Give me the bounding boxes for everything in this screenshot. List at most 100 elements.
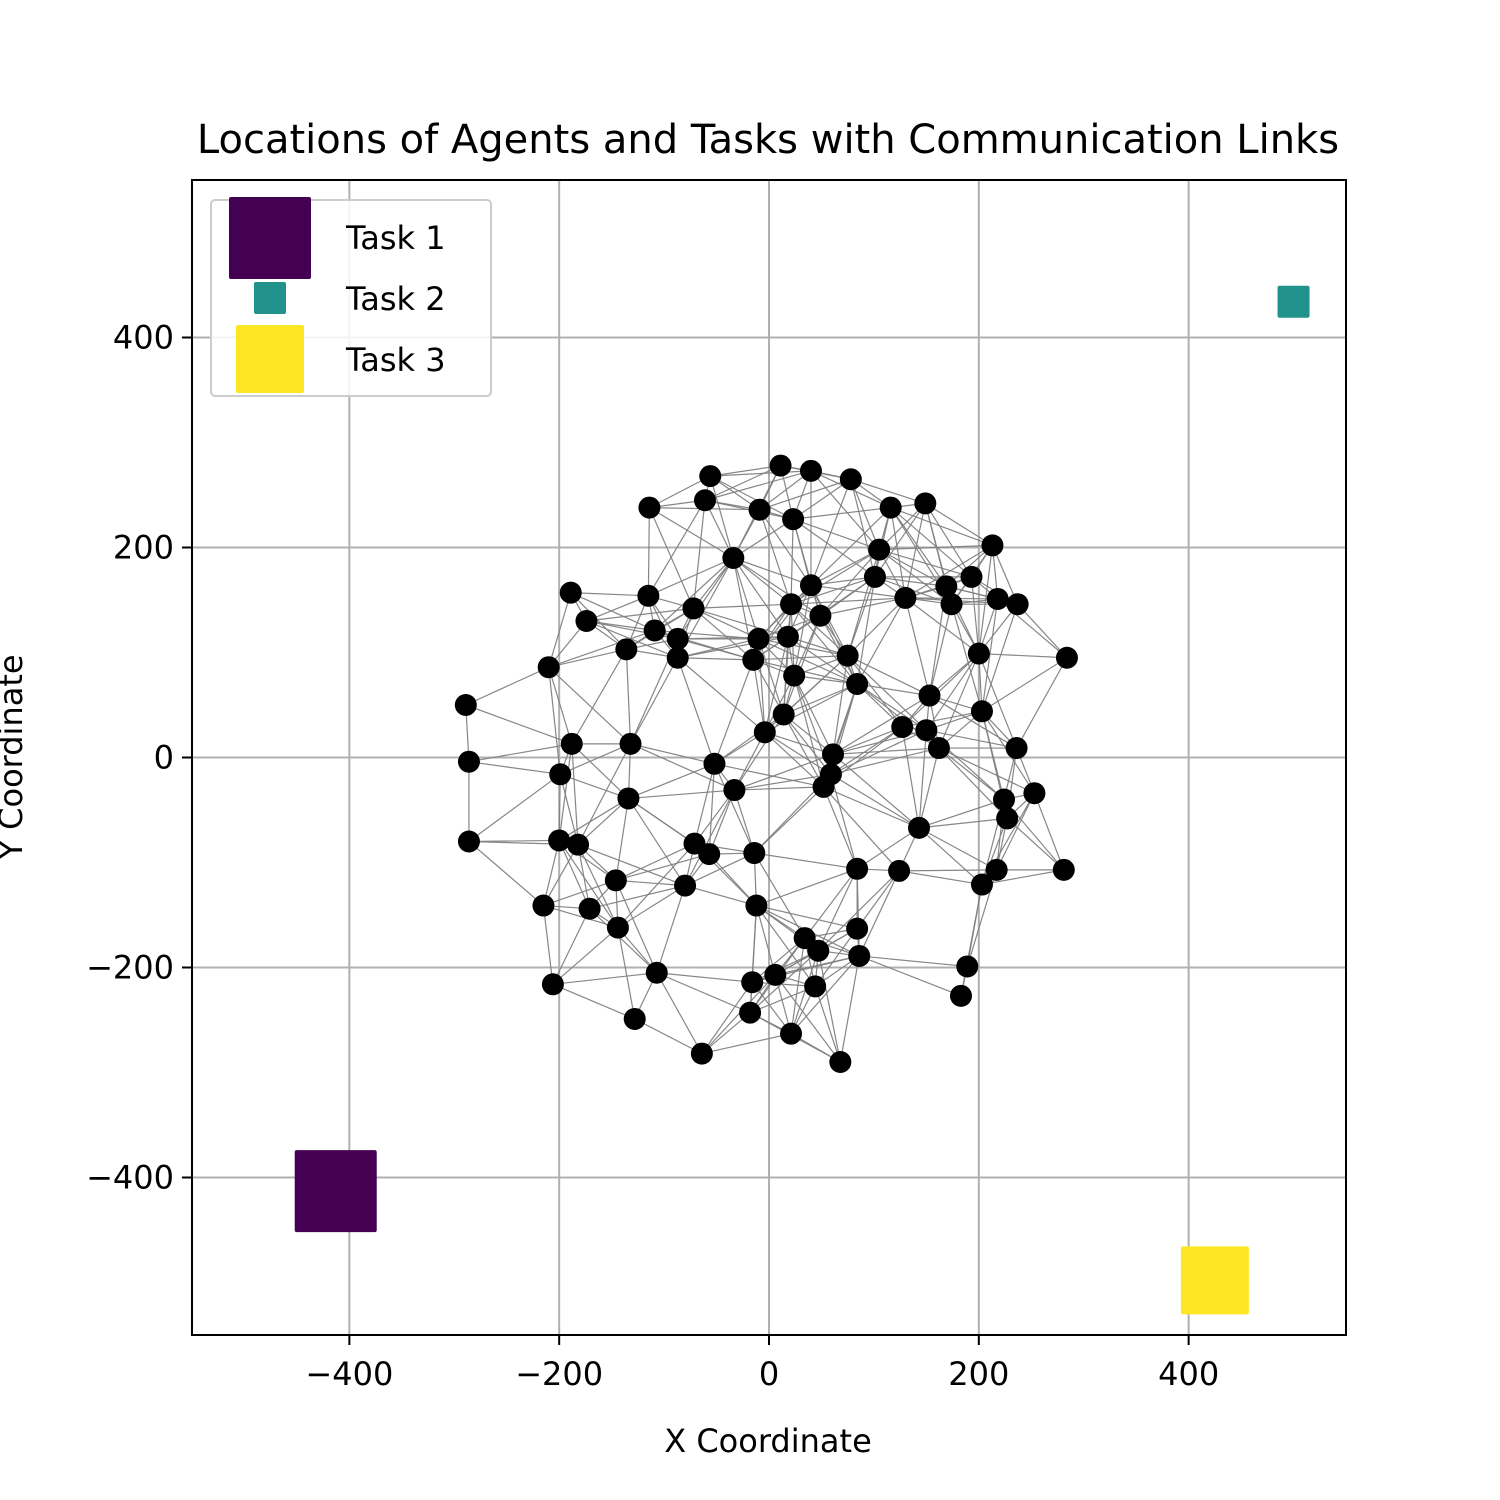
communication-link	[649, 507, 734, 559]
communication-link	[634, 1018, 703, 1055]
communication-link	[790, 955, 860, 1035]
agent-point	[548, 829, 571, 852]
communication-link	[714, 763, 824, 788]
agent-point	[960, 565, 983, 588]
communication-link	[552, 983, 635, 1020]
agent-point	[682, 597, 705, 620]
agent-point	[914, 492, 937, 515]
communication-link	[924, 502, 993, 546]
communication-link	[790, 597, 906, 605]
communication-link	[905, 544, 993, 599]
communication-link	[904, 503, 926, 599]
communication-link	[693, 603, 792, 609]
agent-point	[666, 627, 689, 650]
agent-point	[742, 648, 765, 671]
communication-link	[570, 592, 649, 597]
communication-link	[764, 731, 834, 755]
agent-markers	[454, 454, 1078, 1073]
agent-point	[637, 584, 660, 607]
communication-link	[926, 729, 1017, 749]
communication-link	[859, 955, 962, 997]
communication-link	[878, 549, 947, 587]
communication-link	[552, 972, 657, 985]
communication-link	[890, 507, 947, 587]
agent-point	[809, 604, 832, 627]
communication-link	[832, 753, 920, 829]
agent-point	[559, 581, 582, 604]
communication-link	[832, 726, 903, 755]
communication-link	[810, 549, 880, 586]
agent-point	[1006, 593, 1029, 616]
task-marker-2	[1277, 285, 1310, 318]
communication-link	[1033, 792, 1065, 871]
communication-link	[981, 869, 1064, 886]
communication-link	[830, 774, 858, 869]
communication-link	[792, 478, 852, 520]
communication-link	[814, 986, 841, 1063]
communication-link	[899, 869, 997, 872]
agent-point	[807, 939, 830, 962]
communication-link	[970, 576, 980, 654]
communication-link	[558, 840, 591, 909]
communication-link	[981, 598, 999, 712]
y-axis-label: Y Coordinate	[0, 654, 30, 860]
communication-link	[757, 638, 785, 715]
communication-link	[856, 827, 920, 870]
communication-link	[615, 853, 710, 881]
chart-title: Locations of Agents and Tasks with Commu…	[197, 117, 1339, 163]
agent-point	[821, 743, 844, 766]
agent-point	[541, 973, 564, 996]
agent-point	[949, 984, 972, 1007]
communication-link	[901, 653, 980, 728]
communication-link	[823, 786, 920, 829]
legend-label-task-2: Task 2	[345, 280, 446, 318]
task-marker-3	[1180, 1246, 1249, 1315]
communication-link	[756, 868, 858, 907]
communication-link	[823, 786, 900, 872]
agent-point	[578, 897, 601, 920]
communication-link	[677, 657, 754, 661]
communication-link	[918, 827, 983, 885]
agent-point	[888, 859, 911, 882]
agent-point	[722, 547, 745, 569]
communication-link	[790, 950, 819, 1034]
y-tick-label: 400	[113, 319, 174, 357]
agent-point	[918, 684, 941, 707]
agent-point	[804, 975, 827, 998]
agent-point	[615, 638, 638, 661]
communication-link	[904, 597, 931, 696]
communication-link	[918, 747, 940, 828]
communication-link	[548, 667, 561, 775]
communication-link	[905, 597, 980, 655]
communication-link	[734, 786, 824, 791]
communication-link	[656, 972, 703, 1054]
communication-link	[684, 789, 735, 886]
agent-point	[868, 538, 891, 561]
communication-link	[810, 584, 906, 599]
agent-point	[1005, 737, 1028, 760]
communication-link	[548, 667, 573, 745]
communication-link	[751, 937, 806, 983]
communication-link	[759, 509, 812, 586]
communication-link	[548, 648, 627, 668]
communication-link	[924, 503, 972, 578]
agent-point	[812, 775, 835, 798]
communication-link	[701, 1033, 792, 1055]
communication-link	[693, 607, 754, 661]
communication-link	[817, 868, 858, 951]
communication-link	[552, 927, 619, 985]
communication-link	[830, 773, 920, 829]
agent-point	[703, 752, 726, 775]
communication-link	[656, 972, 753, 983]
communication-link	[647, 499, 706, 597]
communication-link	[468, 761, 561, 775]
communication-link	[790, 549, 880, 605]
x-tick-label: 200	[948, 1355, 1009, 1393]
agent-point	[970, 873, 993, 896]
communication-link	[570, 592, 627, 650]
communication-link	[874, 503, 926, 578]
communication-link	[552, 908, 591, 985]
agent-point	[764, 963, 787, 986]
communication-link	[542, 905, 554, 985]
communication-link	[793, 585, 812, 676]
